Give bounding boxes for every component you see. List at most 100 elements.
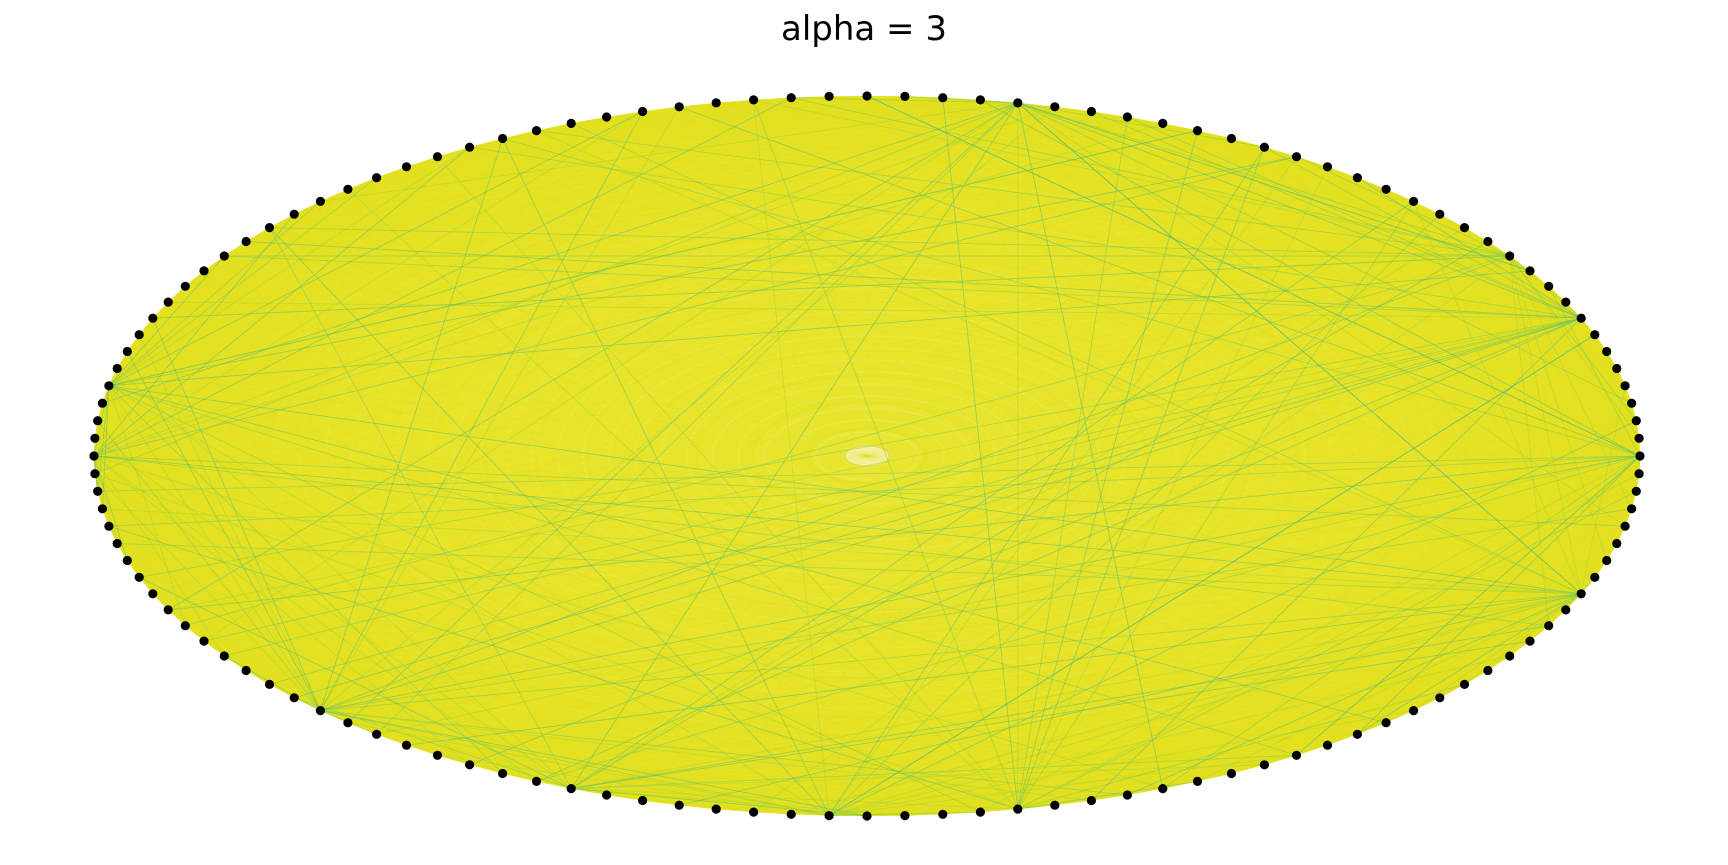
graph-node (1122, 790, 1132, 800)
edge (97, 99, 754, 492)
edge (791, 97, 1055, 108)
edge (904, 609, 1566, 816)
edge (108, 525, 1092, 801)
edge (571, 123, 1632, 510)
edge (1091, 710, 1414, 801)
edge (203, 111, 1092, 642)
edge (185, 111, 1092, 287)
edge (185, 543, 1617, 626)
edge (139, 577, 1531, 642)
edge (152, 189, 1387, 595)
edge (1357, 385, 1626, 735)
edge (1017, 102, 1632, 404)
edge (117, 123, 572, 369)
edge (102, 146, 1265, 510)
edge (536, 781, 905, 816)
edge (139, 102, 1018, 578)
graph-node (1259, 760, 1269, 770)
edge (716, 808, 754, 813)
edge (269, 684, 792, 815)
edge (108, 177, 377, 527)
edge (642, 111, 1640, 439)
edge (502, 130, 537, 139)
edge (1327, 403, 1632, 746)
edge (904, 106, 1056, 816)
edge (152, 317, 1637, 492)
edge (406, 130, 1198, 168)
edge (1054, 722, 1387, 806)
edge (1606, 351, 1626, 527)
edge (97, 156, 1297, 492)
edge (246, 438, 1640, 671)
edge (1017, 102, 1607, 561)
edge (753, 99, 1328, 168)
edge (679, 788, 1163, 806)
edge (406, 166, 1626, 527)
edge (536, 781, 792, 815)
edge (437, 755, 470, 766)
edge (866, 95, 1128, 118)
edge (102, 255, 1510, 510)
edge (679, 301, 1566, 806)
hub-edge (1548, 286, 1641, 457)
edge (1127, 255, 1510, 796)
edge (152, 106, 680, 319)
edge (716, 781, 1198, 810)
node-layer (89, 91, 1645, 821)
edge (1357, 286, 1549, 735)
edge (320, 710, 1092, 801)
edge (642, 96, 905, 112)
edge (1509, 255, 1640, 474)
edge (570, 123, 944, 815)
edge (139, 189, 349, 335)
edge (1529, 270, 1626, 386)
hub-edge (93, 455, 1582, 595)
edge (93, 455, 1440, 699)
edge (642, 317, 1582, 801)
edge (246, 670, 1092, 801)
edge (642, 111, 1387, 723)
edge (94, 473, 981, 813)
edge (320, 491, 1637, 711)
edge (502, 138, 1128, 796)
edge (376, 146, 1265, 178)
hub-edge (108, 130, 1198, 387)
edge (94, 438, 1640, 474)
hub-edge (320, 106, 1056, 711)
edge (753, 99, 1582, 595)
edge (502, 99, 981, 139)
edge (791, 97, 1632, 404)
edge (224, 255, 1440, 699)
edge (224, 255, 1632, 404)
edge (320, 201, 1489, 671)
edge (1162, 201, 1414, 789)
edge (536, 130, 643, 801)
hub-edge (152, 255, 1510, 319)
edge (185, 286, 1626, 527)
hub-edge (1162, 455, 1641, 789)
edge (117, 111, 1092, 544)
edge (1231, 655, 1510, 774)
edge (102, 508, 717, 810)
edge (716, 438, 1640, 810)
edge (437, 156, 1297, 756)
edge (152, 318, 349, 723)
edge (376, 402, 1632, 735)
edge (437, 102, 1018, 157)
hub-edge (866, 95, 1641, 457)
edge (904, 96, 943, 98)
edge (127, 351, 1440, 699)
edge (97, 227, 1465, 492)
edge (642, 111, 1595, 335)
edge (224, 97, 943, 257)
hub-edge (224, 317, 1582, 657)
edge (152, 241, 1488, 319)
edge (203, 95, 868, 642)
edge (571, 734, 1358, 789)
edge (536, 156, 1297, 782)
edge (790, 123, 1164, 815)
edge (1385, 189, 1618, 544)
edge (1413, 201, 1607, 352)
edge (606, 286, 1549, 796)
graph-node (786, 93, 796, 103)
